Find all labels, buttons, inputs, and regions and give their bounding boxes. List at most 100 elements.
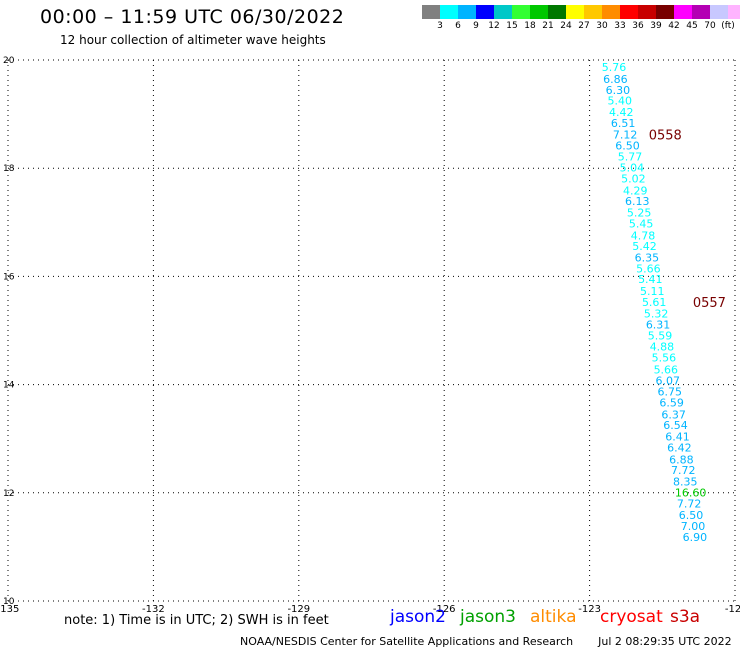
- wave-height-label: 6.07: [656, 374, 681, 387]
- x-tick-label: -126: [433, 604, 456, 615]
- wave-height-label: 4.42: [609, 106, 634, 119]
- wave-height-label: 5.45: [629, 217, 654, 230]
- wave-height-label: 6.88: [669, 453, 694, 466]
- wave-height-label: 7.72: [677, 498, 702, 511]
- footer-credit: NOAA/NESDIS Center for Satellite Applica…: [240, 635, 732, 648]
- color-swatch-11: [620, 5, 638, 19]
- satellite-jason3: jason3: [460, 607, 516, 627]
- x-tick-label: -132: [142, 604, 165, 615]
- wave-height-label: 6.41: [665, 431, 690, 444]
- y-tick-label: 12: [3, 489, 14, 499]
- color-scale-tick-label: 42: [668, 21, 680, 31]
- wave-height-label: 4.29: [623, 184, 648, 197]
- wave-height-label: 5.66: [636, 262, 661, 275]
- color-scale-tick-label: 18: [524, 21, 536, 31]
- wave-height-label: 6.13: [625, 195, 650, 208]
- satellite-cryosat: cryosat: [600, 607, 663, 627]
- wave-height-label: 6.35: [635, 251, 660, 264]
- color-swatch-9: [584, 5, 602, 19]
- time-labels: 0558 0557: [649, 129, 726, 311]
- x-tick-label: -12(: [725, 604, 740, 615]
- wave-height-label: 7.72: [671, 464, 696, 477]
- satellite-s3a: s3a: [670, 607, 701, 627]
- wave-height-label: 8.35: [673, 475, 698, 488]
- color-swatch-10: [602, 5, 620, 19]
- wave-height-label: 5.02: [621, 172, 646, 185]
- y-tick-label: 18: [3, 164, 15, 174]
- wave-height-label: 5.25: [627, 207, 652, 220]
- wave-height-label: 6.50: [679, 509, 704, 522]
- color-swatch-8: [566, 5, 584, 19]
- wave-height-label: 5.04: [620, 162, 645, 175]
- satellite-altika: altika: [530, 607, 577, 627]
- color-scale-tick-label: 24: [560, 21, 572, 31]
- color-scale-tick-label: 45: [686, 21, 698, 31]
- wave-height-label: 6.51: [611, 117, 636, 130]
- wave-height-label: 6.59: [659, 396, 684, 409]
- wave-height-label: 6.90: [683, 531, 708, 544]
- color-scale-tick-label: 33: [614, 21, 626, 31]
- wave-height-label: 5.56: [652, 352, 677, 365]
- x-tick-label: -123: [578, 604, 601, 615]
- color-swatch-13: [656, 5, 674, 19]
- wave-height-label: 7.12: [613, 129, 638, 142]
- y-tick-label: 16: [3, 272, 15, 282]
- color-scale-tick-label: (ft): [721, 21, 735, 31]
- wave-height-label: 5.59: [648, 329, 673, 342]
- wave-height-label: 6.37: [661, 408, 686, 421]
- wave-height-label: 5.76: [602, 61, 627, 74]
- x-tick-label: -129: [287, 604, 310, 615]
- color-scale-tick-label: 3: [437, 21, 443, 31]
- wave-height-label: 5.77: [618, 150, 643, 163]
- wave-height-label: 5.32: [644, 308, 669, 321]
- color-scale-tick-label: 6: [455, 21, 461, 31]
- wave-height-label: 5.61: [642, 296, 667, 309]
- wave-height-label: 6.31: [646, 319, 671, 332]
- color-scale-tick-label: 21: [542, 21, 554, 31]
- color-swatch-7: [548, 5, 566, 19]
- color-swatch-14: [674, 5, 692, 19]
- color-swatch-5: [512, 5, 530, 19]
- y-tick-label: 10: [3, 597, 15, 607]
- color-swatch-2: [458, 5, 476, 19]
- plot-grid: [7, 59, 736, 602]
- color-scale-tick-label: 36: [632, 21, 644, 31]
- color-swatch-3: [476, 5, 494, 19]
- wave-height-label: 5.42: [632, 240, 657, 253]
- wave-height-label: 5.40: [608, 95, 633, 108]
- time-label: 0558: [649, 129, 682, 144]
- color-scale-tick-label: 27: [578, 21, 590, 31]
- color-swatch-12: [638, 5, 656, 19]
- color-swatch-6: [530, 5, 548, 19]
- color-scale-tick-label: 9: [473, 21, 479, 31]
- color-scale-legend: 3 6 9 12 15 18 21 24 27 30 33 36 39 42 45 70 (ft): [422, 5, 740, 35]
- wave-height-label: 4.88: [650, 341, 675, 354]
- units-note: note: 1) Time is in UTC; 2) SWH is in fe…: [64, 613, 329, 628]
- footer-center: NOAA/NESDIS Center for Satellite Applica…: [240, 635, 574, 648]
- wave-height-label: 6.30: [606, 84, 631, 97]
- satellite-jason2: jason2: [390, 607, 446, 627]
- color-scale-ticks: 3 6 9 12 15 18 21 24 27 30 33 36 39 42 45 70 (ft): [422, 19, 740, 33]
- wave-height-label: 5.11: [640, 285, 665, 298]
- wave-height-label: 7.00: [681, 520, 706, 533]
- footer-timestamp: Jul 2 08:29:35 UTC 2022: [598, 635, 732, 648]
- wave-height-label: 5.41: [638, 273, 663, 286]
- color-swatch-4: [494, 5, 512, 19]
- color-scale-swatches: [422, 5, 740, 19]
- chart-title: 00:00 – 11:59 UTC 06/30/2022: [40, 6, 345, 28]
- y-tick-label: 20: [3, 56, 15, 66]
- axis-ticks: -135 -132 -129 -126 -123 -12(10 12 14 16 18 20: [0, 56, 740, 615]
- color-swatch-15: [692, 5, 710, 19]
- wave-height-label: 6.54: [663, 419, 688, 432]
- color-scale-tick-label: 12: [488, 21, 500, 31]
- wave-height-points: 5.766.866.305.404.426.517.126.505.775.04…: [602, 61, 707, 544]
- x-tick-label: -135: [0, 604, 19, 615]
- wave-height-label: 6.42: [667, 441, 692, 454]
- wave-height-label: 5.66: [654, 363, 679, 376]
- color-swatch-0: [422, 5, 440, 19]
- color-scale-tick-label: 70: [704, 21, 716, 31]
- color-scale-tick-label: 30: [596, 21, 608, 31]
- color-swatch-16: [710, 5, 728, 19]
- wave-height-label: 6.50: [615, 139, 640, 152]
